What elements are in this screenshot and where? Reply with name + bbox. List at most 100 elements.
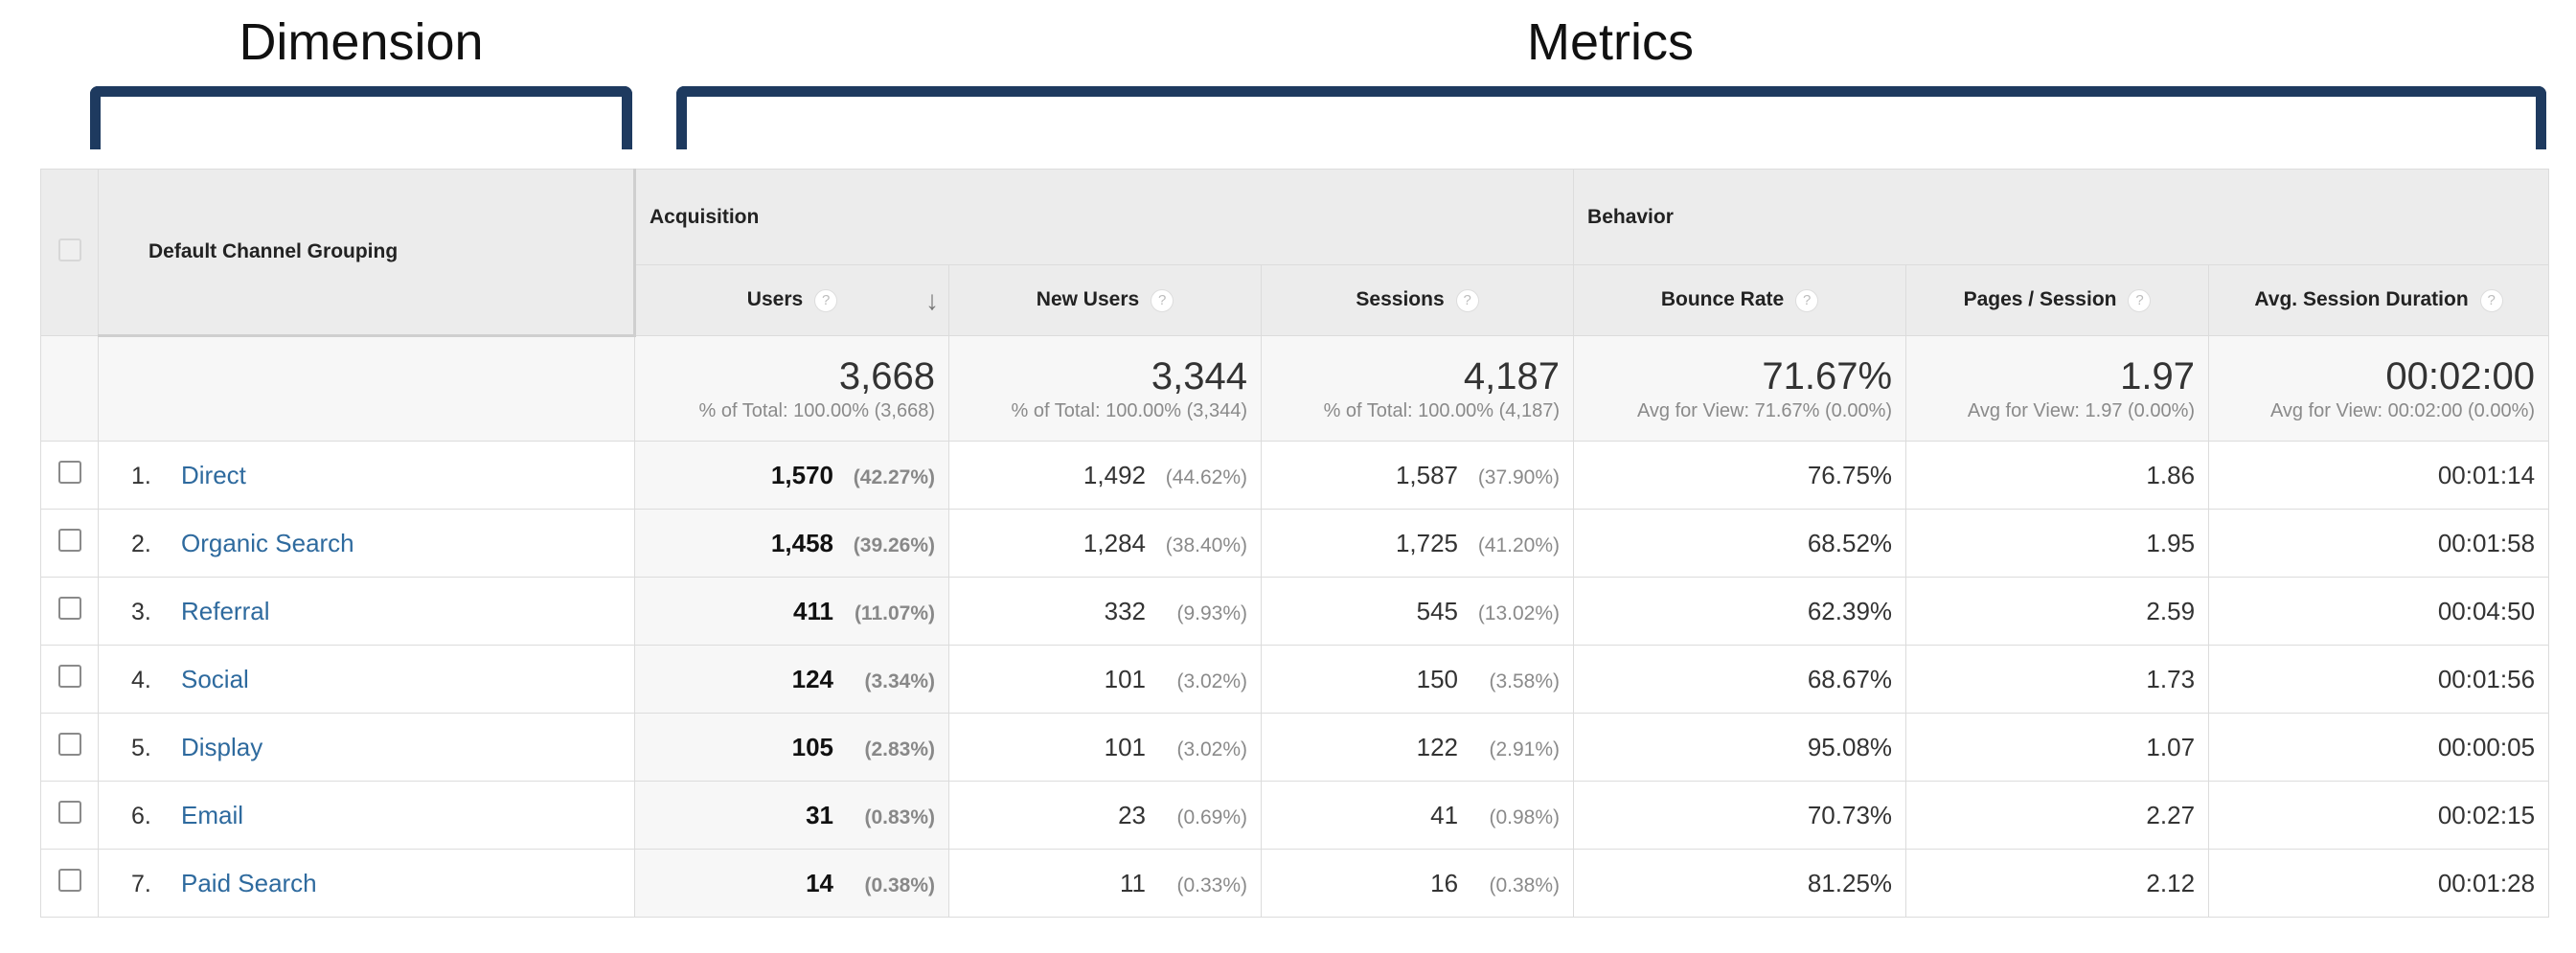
channel-link[interactable]: Social [181,664,249,693]
new-users-cell: 101 (3.02%) [948,645,1262,714]
table-row: 1. Direct 1,570 (42.27%) 1,492 (44.62%) 1,5… [40,441,2550,510]
channel-link[interactable]: Display [181,732,263,761]
sessions-cell: 1,587 (37.90%) [1260,441,1575,510]
sessions-header-label: Sessions [1356,288,1445,311]
sort-descending-icon[interactable]: ↓ [925,284,939,315]
avg-duration-column-header[interactable]: Avg. Session Duration? [2208,264,2550,336]
help-icon[interactable]: ? [1795,288,1819,312]
sessions-value: 545 [1416,596,1459,625]
row-checkbox[interactable] [57,596,81,620]
avg-duration-total-subtext: Avg for View: 00:02:00 (0.00%) [2269,399,2536,421]
help-icon[interactable]: ? [2479,288,2503,312]
select-all-checkbox[interactable] [57,238,81,261]
users-percent: (0.38%) [864,874,935,896]
sessions-value: 122 [1416,732,1459,761]
pages-session-value: 1.95 [2146,528,2196,557]
bounce-rate-column-header[interactable]: Bounce Rate? [1573,264,1907,336]
users-value: 411 [793,596,833,625]
new-users-value: 101 [1104,664,1146,693]
bounce-rate-cell: 68.67% [1573,645,1907,714]
pages-session-value: 1.07 [2146,732,2196,761]
sessions-percent: (41.20%) [1477,533,1561,556]
sessions-cell: 16 (0.38%) [1260,849,1575,918]
users-percent: (3.34%) [864,669,935,692]
pages-session-value: 2.27 [2146,800,2196,829]
new-users-cell: 23 (0.69%) [948,781,1262,850]
row-checkbox-cell [40,577,99,646]
dimension-bracket [90,86,632,149]
users-cell: 14 (0.38%) [634,849,949,918]
pages-session-cell: 2.12 [1905,849,2210,918]
users-percent: (0.83%) [864,806,935,828]
sessions-value: 16 [1430,868,1459,897]
bounce-rate-total-cell: 71.67% Avg for View: 71.67% (0.00%) [1573,335,1907,442]
row-number: 7. [131,870,151,897]
row-checkbox[interactable] [57,868,81,892]
totals-dimension-spacer [98,335,635,442]
sessions-cell: 41 (0.98%) [1260,781,1575,850]
avg-duration-cell: 00:01:56 [2208,645,2550,714]
new-users-value: 11 [1120,868,1146,897]
pages-session-value: 1.73 [2146,664,2196,693]
row-checkbox[interactable] [57,800,81,824]
sessions-value: 41 [1430,800,1459,829]
users-value: 1,458 [770,528,833,557]
help-icon[interactable]: ? [2128,288,2152,312]
users-cell: 31 (0.83%) [634,781,949,850]
row-checkbox[interactable] [57,732,81,756]
row-checkbox[interactable] [57,460,81,484]
pages-session-column-header[interactable]: Pages / Session? [1905,264,2210,336]
bounce-rate-value: 68.52% [1807,528,1893,557]
acquisition-group-header: Acquisition [633,169,1575,265]
new-users-cell: 332 (9.93%) [948,577,1262,646]
bounce-rate-value: 68.67% [1807,664,1893,693]
sessions-value: 1,587 [1395,460,1459,489]
sessions-column-header[interactable]: Sessions? [1260,264,1575,336]
new-users-cell: 101 (3.02%) [948,713,1262,782]
bounce-rate-header-label: Bounce Rate [1660,288,1785,311]
avg-duration-cell: 00:01:28 [2208,849,2550,918]
users-value: 105 [791,732,833,761]
pages-session-cell: 1.95 [1905,509,2210,578]
bounce-rate-value: 76.75% [1807,460,1893,489]
new-users-cell: 11 (0.33%) [948,849,1262,918]
sessions-percent: (37.90%) [1477,465,1561,488]
totals-row: 3,668 % of Total: 100.00% (3,668) 3,344 … [40,335,2550,442]
bounce-rate-value: 62.39% [1807,596,1893,625]
users-value: 124 [791,664,833,693]
new-users-column-header[interactable]: New Users? [948,264,1262,336]
new-users-percent: (0.33%) [1176,874,1247,896]
row-dimension-cell: 2. Organic Search [98,509,635,578]
sessions-cell: 1,725 (41.20%) [1260,509,1575,578]
users-value: 31 [806,800,833,829]
help-icon[interactable]: ? [1455,288,1479,312]
channel-link[interactable]: Direct [181,460,246,489]
channel-link[interactable]: Referral [181,596,270,625]
row-checkbox[interactable] [57,528,81,552]
bounce-rate-cell: 70.73% [1573,781,1907,850]
new-users-value: 332 [1104,596,1146,625]
row-checkbox-cell [40,849,99,918]
pages-session-cell: 2.59 [1905,577,2210,646]
help-icon[interactable]: ? [1151,288,1174,312]
users-column-header[interactable]: Users? ↓ [634,264,949,336]
row-checkbox[interactable] [57,664,81,688]
avg-duration-cell: 00:01:58 [2208,509,2550,578]
avg-duration-cell: 00:01:14 [2208,441,2550,510]
users-cell: 105 (2.83%) [634,713,949,782]
channel-link[interactable]: Paid Search [181,868,317,897]
help-icon[interactable]: ? [814,288,838,312]
users-percent: (2.83%) [864,737,935,760]
new-users-percent: (3.02%) [1176,737,1247,760]
dimension-column-header[interactable]: Default Channel Grouping [98,169,636,337]
row-dimension-cell: 6. Email [98,781,635,850]
new-users-percent: (44.62%) [1165,465,1247,488]
avg-duration-value: 00:01:58 [2437,528,2536,557]
pages-session-value: 2.12 [2146,868,2196,897]
channel-link[interactable]: Email [181,800,244,829]
new-users-percent: (0.69%) [1176,806,1247,828]
sessions-percent: (3.58%) [1489,669,1561,692]
avg-duration-value: 00:01:14 [2437,460,2536,489]
channel-link[interactable]: Organic Search [181,528,354,557]
